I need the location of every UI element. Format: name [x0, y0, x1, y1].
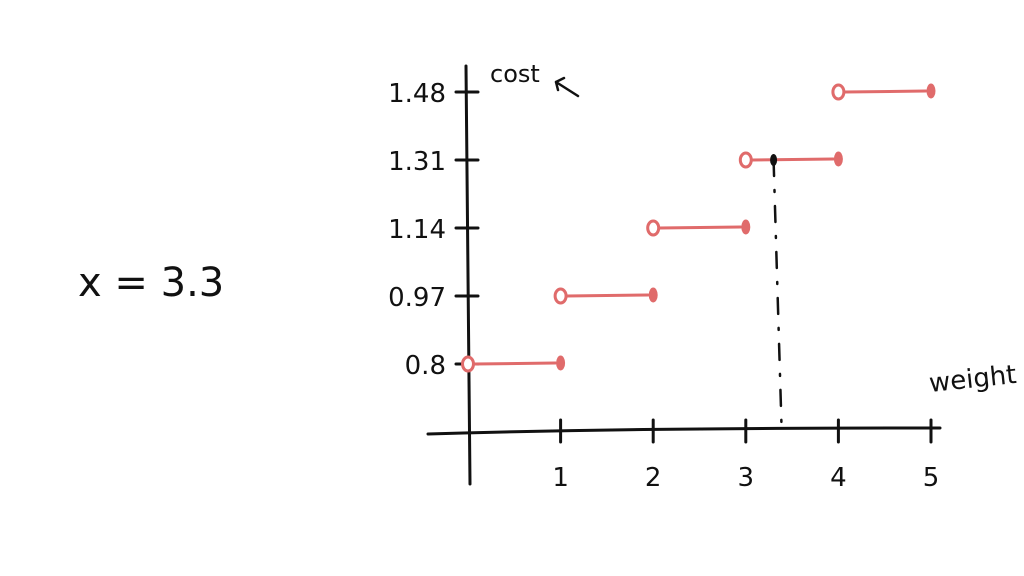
- y-tick-label-0.8: 0.8: [405, 351, 446, 381]
- x-tick-label-2: 2: [645, 463, 662, 493]
- closed-endpoint-2: [648, 287, 658, 303]
- x-axis: [426, 426, 942, 436]
- step-segments: [461, 83, 936, 430]
- x-axis-label: weight: [928, 360, 1018, 399]
- x-tick-label-3: 3: [738, 463, 755, 493]
- open-endpoint-5: [831, 83, 846, 101]
- y-axis: [464, 64, 472, 486]
- closed-endpoint-1: [556, 355, 566, 371]
- step-segment-4: [750, 157, 835, 162]
- y-tick-label-1.31: 1.31: [388, 147, 446, 177]
- closed-endpoint-5: [926, 83, 936, 99]
- y-tick-label-1.48: 1.48: [388, 79, 446, 109]
- marker-dashed-line: [772, 158, 783, 430]
- step-segment-5: [842, 89, 928, 94]
- y-axis-label: cost: [490, 60, 540, 88]
- closed-endpoint-3: [741, 219, 751, 235]
- step-segment-1: [472, 361, 558, 366]
- open-endpoint-3: [646, 219, 661, 237]
- open-endpoint-1: [461, 355, 475, 373]
- marker-point: [770, 154, 778, 166]
- step-segment-2: [565, 293, 650, 298]
- y-axis-label-arrow-icon: [554, 76, 580, 98]
- x-tick-label-4: 4: [830, 463, 847, 493]
- closed-endpoint-4: [833, 151, 843, 167]
- open-endpoint-2: [553, 287, 568, 305]
- step-segment-3: [657, 225, 743, 230]
- x-tick-label-1: 1: [552, 463, 569, 493]
- x-tick-label-5: 5: [923, 463, 940, 493]
- y-tick-label-1.14: 1.14: [388, 215, 446, 245]
- open-endpoint-4: [738, 151, 753, 169]
- annotation-text: x = 3.3: [78, 260, 224, 306]
- y-tick-label-0.97: 0.97: [388, 283, 446, 313]
